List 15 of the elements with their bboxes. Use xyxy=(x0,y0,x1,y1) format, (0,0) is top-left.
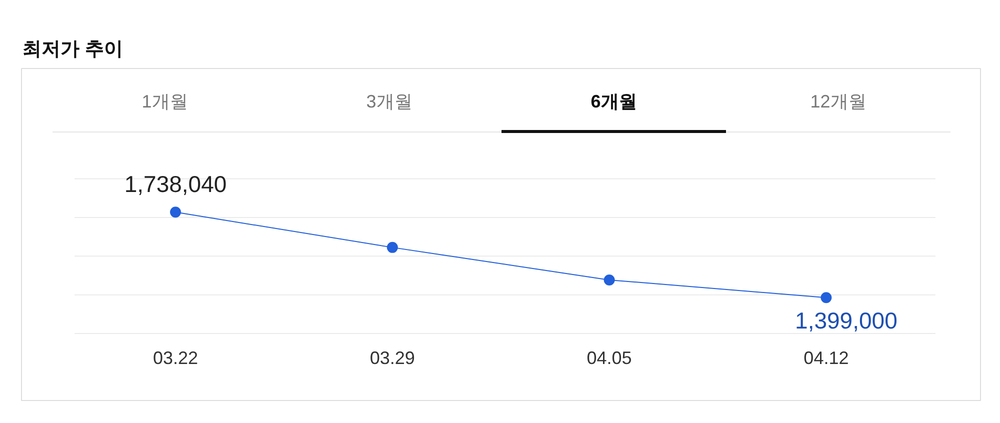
x-tick-label: 04.12 xyxy=(804,348,849,368)
point xyxy=(170,206,181,218)
chart-title: 최저가 추이 xyxy=(22,39,123,60)
data-label: 1,399,000 xyxy=(795,308,898,334)
x-tick-label: 03.22 xyxy=(152,348,198,368)
x-tick-label: 03.29 xyxy=(370,348,415,368)
text: 12개월 xyxy=(810,92,866,112)
text: 6개월 xyxy=(590,92,637,112)
text: 3개월 xyxy=(366,92,412,112)
point xyxy=(820,292,832,304)
point xyxy=(604,274,615,286)
text: 1개월 xyxy=(142,92,188,112)
point xyxy=(386,242,398,253)
data-label: 1,738,040 xyxy=(124,171,227,198)
x-tick-label: 04.05 xyxy=(586,348,632,368)
